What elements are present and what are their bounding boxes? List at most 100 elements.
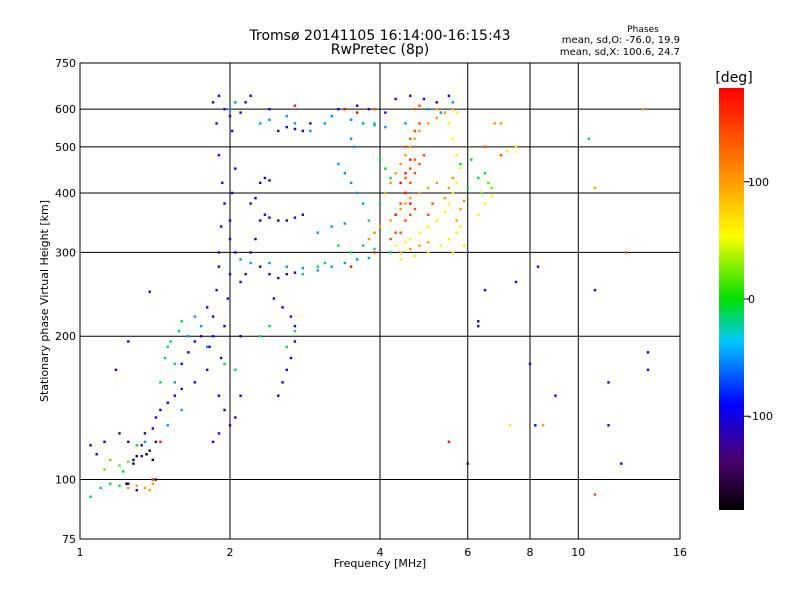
data-point	[281, 306, 284, 309]
data-point	[508, 424, 512, 427]
data-point	[373, 231, 376, 234]
grid-lines	[80, 63, 680, 539]
data-point	[187, 335, 190, 338]
data-point	[221, 181, 224, 185]
data-point	[159, 381, 162, 384]
data-point	[399, 251, 402, 254]
data-point	[361, 202, 365, 205]
data-point	[343, 261, 347, 265]
data-point	[451, 137, 455, 140]
y-tick-label: 100	[55, 474, 76, 487]
data-point	[193, 315, 197, 318]
data-point	[268, 261, 271, 265]
data-point	[127, 460, 130, 463]
data-point	[173, 362, 177, 366]
data-point	[89, 444, 92, 447]
data-point	[418, 244, 421, 247]
data-point	[455, 154, 458, 157]
data-point	[228, 114, 232, 118]
data-point	[249, 251, 252, 254]
data-point	[409, 213, 412, 216]
data-point	[293, 127, 297, 131]
data-point	[418, 129, 421, 133]
y-tick-label: 200	[55, 330, 76, 343]
data-point	[103, 468, 106, 471]
data-point	[330, 265, 333, 268]
data-point	[140, 444, 143, 447]
data-point	[244, 273, 247, 276]
data-point	[285, 265, 288, 268]
data-point	[289, 356, 293, 360]
y-axis-label: Stationary phase Virtual Height [km]	[38, 200, 51, 402]
data-point	[121, 470, 125, 473]
data-point	[490, 186, 493, 190]
data-point	[389, 181, 392, 185]
data-point	[330, 225, 333, 228]
data-point	[217, 394, 221, 397]
data-point	[343, 107, 347, 111]
data-point	[493, 122, 497, 125]
y-tick-label: 600	[55, 103, 76, 116]
data-point	[180, 408, 183, 412]
data-point	[593, 288, 597, 292]
data-point	[413, 172, 417, 175]
data-point	[166, 424, 169, 427]
data-point	[447, 94, 451, 97]
data-point	[337, 107, 340, 111]
data-point	[443, 111, 447, 114]
data-point	[272, 297, 276, 300]
data-point	[451, 176, 455, 180]
data-point	[404, 219, 407, 222]
data-point	[249, 202, 252, 205]
y-tick-label: 500	[55, 141, 76, 154]
data-point	[154, 440, 158, 444]
data-point	[293, 104, 297, 107]
data-point	[409, 247, 412, 251]
data-point	[427, 122, 430, 125]
data-point	[127, 486, 130, 490]
data-point	[211, 315, 215, 318]
y-tick-label: 300	[55, 246, 76, 259]
data-point	[159, 408, 162, 412]
data-point	[490, 194, 493, 197]
data-point	[349, 118, 353, 121]
colorbar-tick-label: 100	[748, 176, 769, 189]
data-point	[127, 440, 130, 444]
data-point	[593, 186, 597, 190]
data-point	[413, 129, 417, 133]
data-point	[378, 158, 382, 161]
data-point	[316, 269, 319, 272]
data-point	[455, 181, 458, 185]
data-point	[642, 107, 645, 111]
data-point	[480, 191, 483, 195]
data-point	[281, 381, 284, 384]
data-point	[228, 219, 232, 222]
data-point	[427, 107, 430, 111]
data-point	[399, 258, 402, 261]
data-point	[541, 424, 545, 427]
data-point	[554, 394, 557, 397]
data-point	[483, 172, 487, 175]
data-point	[140, 454, 143, 458]
x-tick-label: 2	[227, 546, 234, 559]
data-point	[293, 324, 297, 328]
x-tick-label: 1	[77, 546, 84, 559]
data-point	[289, 315, 293, 318]
data-point	[211, 335, 215, 338]
data-point	[587, 137, 591, 140]
x-tick-label: 8	[527, 546, 534, 559]
data-point	[349, 181, 353, 185]
data-point	[459, 162, 462, 166]
data-point	[404, 241, 407, 244]
data-point	[373, 122, 376, 125]
data-point	[187, 351, 190, 354]
data-point	[409, 145, 412, 149]
data-point	[409, 196, 412, 200]
data-point	[268, 273, 271, 276]
data-point	[404, 145, 407, 149]
data-point	[466, 186, 469, 190]
data-point	[367, 237, 371, 241]
data-point	[316, 265, 319, 268]
data-point	[418, 231, 421, 234]
data-point	[447, 186, 451, 190]
